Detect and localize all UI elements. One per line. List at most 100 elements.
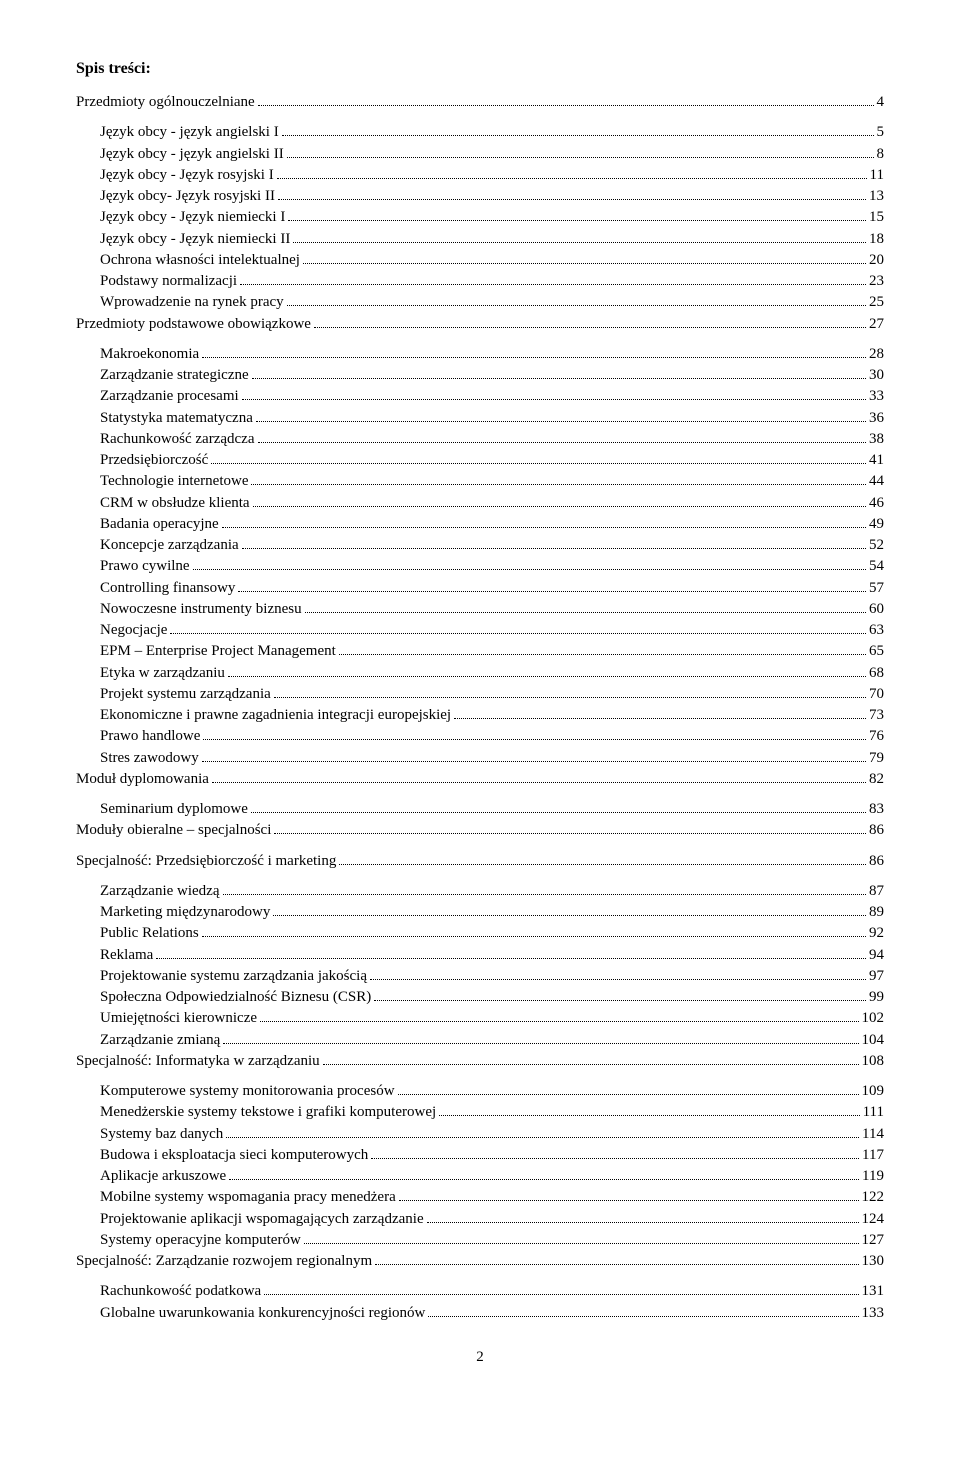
toc-entry-label: Seminarium dyplomowe bbox=[100, 799, 248, 819]
toc-entry: Globalne uwarunkowania konkurencyjności … bbox=[76, 1303, 884, 1323]
toc-leader-dots bbox=[238, 579, 866, 591]
toc-entry-label: Język obcy - Język niemiecki II bbox=[100, 229, 290, 249]
toc-leader-dots bbox=[251, 473, 866, 485]
toc-leader-dots bbox=[371, 1147, 859, 1159]
toc-leader-dots bbox=[282, 124, 874, 136]
toc-entry: Język obcy - Język niemiecki II 18 bbox=[76, 229, 884, 249]
toc-entry-label: Aplikacje arkuszowe bbox=[100, 1166, 226, 1186]
toc-leader-dots bbox=[253, 494, 866, 506]
toc-leader-dots bbox=[287, 145, 874, 157]
toc-leader-dots bbox=[293, 230, 866, 242]
toc-entry-label: Język obcy - Język rosyjski I bbox=[100, 165, 274, 185]
toc-entry-label: Specjalność: Przedsiębiorczość i marketi… bbox=[76, 851, 336, 871]
toc-entry-label: Zarządzanie strategiczne bbox=[100, 365, 249, 385]
toc-leader-dots bbox=[228, 664, 866, 676]
toc-entry: Komputerowe systemy monitorowania proces… bbox=[76, 1081, 884, 1101]
toc-entry-page: 99 bbox=[869, 987, 884, 1007]
toc-entry-page: 68 bbox=[869, 663, 884, 683]
toc-title: Spis treści: bbox=[76, 60, 884, 78]
toc-entry-page: 73 bbox=[869, 705, 884, 725]
toc-entry-label: Stres zawodowy bbox=[100, 748, 199, 768]
toc-entry: Język obcy - język angielski II8 bbox=[76, 144, 884, 164]
toc-entry-page: 25 bbox=[869, 292, 884, 312]
toc-entry: Zarządzanie strategiczne 30 bbox=[76, 365, 884, 385]
toc-entry-page: 127 bbox=[862, 1230, 885, 1250]
toc-entry-label: Projektowanie systemu zarządzania jakośc… bbox=[100, 966, 367, 986]
toc-entry: Prawo handlowe76 bbox=[76, 726, 884, 746]
toc-entry-page: 87 bbox=[869, 881, 884, 901]
toc-entry: Seminarium dyplomowe83 bbox=[76, 799, 884, 819]
toc-entry: Moduł dyplomowania 82 bbox=[76, 769, 884, 789]
toc-entry-page: 30 bbox=[869, 365, 884, 385]
toc-entry-page: 52 bbox=[869, 535, 884, 555]
toc-leader-dots bbox=[223, 1031, 858, 1043]
toc-leader-dots bbox=[203, 728, 866, 740]
toc-entry-label: Specjalność: Informatyka w zarządzaniu bbox=[76, 1051, 320, 1071]
toc-entry: Nowoczesne instrumenty biznesu60 bbox=[76, 599, 884, 619]
toc-entry: Język obcy- Język rosyjski II13 bbox=[76, 186, 884, 206]
toc-entry: Przedsiębiorczość 41 bbox=[76, 450, 884, 470]
toc-leader-dots bbox=[375, 1253, 858, 1265]
toc-leader-dots bbox=[242, 388, 866, 400]
toc-leader-dots bbox=[211, 452, 866, 464]
toc-entry-page: 18 bbox=[869, 229, 884, 249]
toc-entry-page: 41 bbox=[869, 450, 884, 470]
toc-leader-dots bbox=[258, 431, 867, 443]
toc-leader-dots bbox=[274, 686, 866, 698]
toc-entry: Umiejętności kierownicze102 bbox=[76, 1008, 884, 1028]
toc-leader-dots bbox=[156, 946, 866, 958]
toc-entry-page: 124 bbox=[862, 1209, 885, 1229]
toc-leader-dots bbox=[339, 852, 866, 864]
toc-entry-page: 114 bbox=[862, 1124, 884, 1144]
toc-entry-page: 23 bbox=[869, 271, 884, 291]
toc-leader-dots bbox=[427, 1210, 859, 1222]
toc-entry: Zarządzanie procesami33 bbox=[76, 386, 884, 406]
toc-entry-page: 109 bbox=[862, 1081, 885, 1101]
toc-entry: Język obcy - Język rosyjski I 11 bbox=[76, 165, 884, 185]
toc-entry-label: CRM w obsłudze klienta bbox=[100, 493, 250, 513]
toc-entry-label: Budowa i eksploatacja sieci komputerowyc… bbox=[100, 1145, 368, 1165]
toc-entry-label: Rachunkowość podatkowa bbox=[100, 1281, 261, 1301]
toc-entry-label: Reklama bbox=[100, 945, 153, 965]
toc-entry-page: 11 bbox=[870, 165, 884, 185]
toc-entry-label: Moduły obieralne – specjalności bbox=[76, 820, 271, 840]
toc-entry-page: 60 bbox=[869, 599, 884, 619]
toc-entry: Specjalność: Informatyka w zarządzaniu10… bbox=[76, 1051, 884, 1071]
toc-leader-dots bbox=[242, 537, 866, 549]
toc-leader-dots bbox=[439, 1104, 859, 1116]
toc-entry: Rachunkowość podatkowa131 bbox=[76, 1281, 884, 1301]
toc-entry: Przedmioty ogólnouczelniane4 bbox=[76, 92, 884, 112]
toc-leader-dots bbox=[193, 558, 866, 570]
toc-leader-dots bbox=[305, 601, 866, 613]
toc-leader-dots bbox=[258, 94, 874, 106]
toc-entry-label: Globalne uwarunkowania konkurencyjności … bbox=[100, 1303, 425, 1323]
toc-entry: Język obcy - Język niemiecki I15 bbox=[76, 207, 884, 227]
toc-entry-page: 44 bbox=[869, 471, 884, 491]
toc-leader-dots bbox=[288, 209, 866, 221]
toc-entry-page: 49 bbox=[869, 514, 884, 534]
toc-entry-page: 54 bbox=[869, 556, 884, 576]
toc-leader-dots bbox=[274, 822, 866, 834]
toc-entry-page: 111 bbox=[863, 1102, 884, 1122]
toc-entry: Aplikacje arkuszowe119 bbox=[76, 1166, 884, 1186]
toc-entry-label: Język obcy - język angielski II bbox=[100, 144, 284, 164]
toc-entry: CRM w obsłudze klienta46 bbox=[76, 493, 884, 513]
toc-entry-page: 36 bbox=[869, 408, 884, 428]
toc-entry-label: Moduł dyplomowania bbox=[76, 769, 209, 789]
toc-entry-label: Przedsiębiorczość bbox=[100, 450, 208, 470]
toc-entry: Negocjacje63 bbox=[76, 620, 884, 640]
toc-leader-dots bbox=[229, 1168, 859, 1180]
toc-leader-dots bbox=[252, 367, 866, 379]
toc-entry: Ochrona własności intelektualnej20 bbox=[76, 250, 884, 270]
toc-entry-label: Wprowadzenie na rynek pracy bbox=[100, 292, 284, 312]
toc-entry-label: Projekt systemu zarządzania bbox=[100, 684, 271, 704]
toc-entry: Etyka w zarządzaniu68 bbox=[76, 663, 884, 683]
toc-leader-dots bbox=[264, 1283, 858, 1295]
toc-entry-page: 82 bbox=[869, 769, 884, 789]
toc-entry: Marketing międzynarodowy89 bbox=[76, 902, 884, 922]
toc-entry-label: Systemy operacyjne komputerów bbox=[100, 1230, 301, 1250]
toc-entry-page: 117 bbox=[862, 1145, 884, 1165]
toc-entry-label: Public Relations bbox=[100, 923, 199, 943]
toc-entry: Public Relations92 bbox=[76, 923, 884, 943]
toc-entry-label: Negocjacje bbox=[100, 620, 167, 640]
